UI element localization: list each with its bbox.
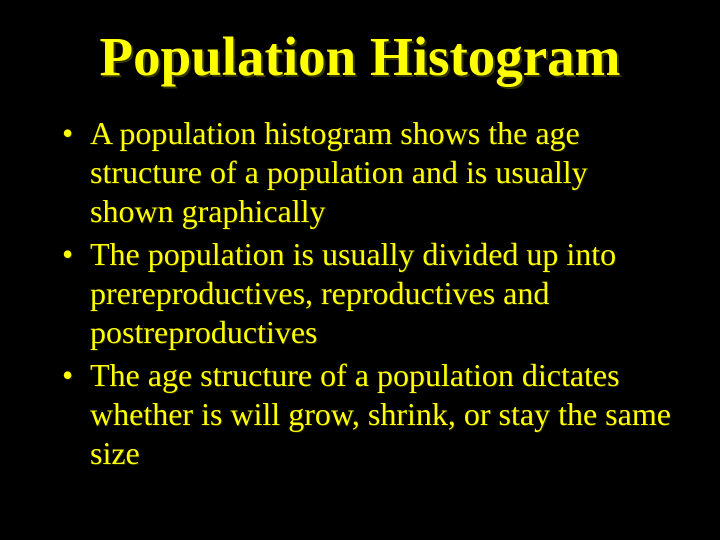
list-item: The age structure of a population dictat… xyxy=(90,356,672,473)
slide-body-list: A population histogram shows the age str… xyxy=(48,114,672,473)
slide-title: Population Histogram xyxy=(48,28,672,86)
list-item: The population is usually divided up int… xyxy=(90,235,672,352)
list-item: A population histogram shows the age str… xyxy=(90,114,672,231)
